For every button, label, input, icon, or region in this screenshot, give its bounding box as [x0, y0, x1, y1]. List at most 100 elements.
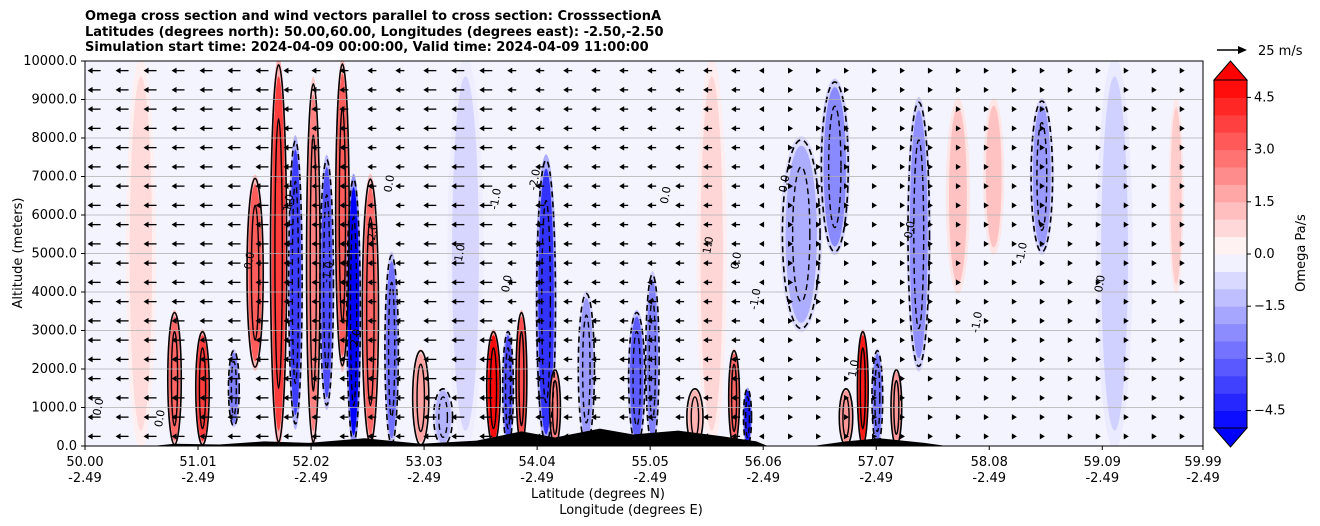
- wind-vector-head: [1179, 221, 1185, 228]
- wind-vector-head: [227, 202, 233, 209]
- wind-vector-head: [1123, 298, 1129, 305]
- wind-vector-head: [983, 375, 989, 382]
- colorbar-level: [1214, 393, 1247, 412]
- wind-vector-head: [283, 337, 289, 344]
- wind-vector-head: [283, 279, 289, 286]
- wind-vector-head: [171, 260, 177, 267]
- wind-vector-head: [535, 356, 541, 363]
- wind-vector-head: [591, 183, 597, 190]
- wind-vector-head: [591, 125, 597, 132]
- wind-vector-head: [87, 279, 93, 286]
- omega-feature: [196, 335, 209, 442]
- colorbar-level: [1214, 132, 1247, 151]
- chart-title: Omega cross section and wind vectors par…: [85, 9, 664, 56]
- wind-vector-head: [395, 260, 401, 267]
- wind-vector-head: [788, 163, 794, 170]
- wind-vector-head: [816, 298, 822, 305]
- colorbar-tick-label: 3.0: [1254, 143, 1275, 158]
- wind-vector-head: [1039, 317, 1045, 324]
- wind-vector-head: [563, 317, 569, 324]
- wind-vector-head: [283, 298, 289, 305]
- wind-vector-head: [647, 67, 653, 74]
- x-axis-label-lat: Latitude (degrees N): [531, 487, 665, 502]
- wind-vector-head: [619, 144, 625, 151]
- wind-vector-head: [311, 279, 317, 286]
- wind-vector-head: [311, 337, 317, 344]
- wind-vector-head: [283, 202, 289, 209]
- wind-vector-head: [143, 183, 149, 190]
- wind-vector-head: [844, 356, 850, 363]
- wind-vector-head: [871, 106, 877, 113]
- wind-vector-head: [1095, 279, 1101, 286]
- colorbar-level: [1214, 358, 1247, 377]
- wind-vector-head: [311, 433, 317, 440]
- wind-vector-head: [535, 317, 541, 324]
- wind-vector-head: [283, 240, 289, 247]
- wind-vector-head: [844, 414, 850, 421]
- wind-vector-head: [1039, 125, 1045, 132]
- wind-vector-head: [1067, 260, 1073, 267]
- wind-vector-head: [703, 125, 709, 132]
- wind-vector-head: [227, 356, 233, 363]
- wind-vector-head: [507, 67, 513, 74]
- wind-vector-head: [339, 67, 345, 74]
- wind-vector-head: [367, 125, 373, 132]
- wind-vector-head: [199, 202, 205, 209]
- contour-label: 1.0: [700, 235, 716, 254]
- wind-vector-head: [1095, 394, 1101, 401]
- wind-vector-head: [143, 394, 149, 401]
- wind-vector-head: [1151, 298, 1157, 305]
- wind-vector-head: [1067, 317, 1073, 324]
- wind-vector-head: [479, 106, 485, 113]
- wind-vector-head: [87, 125, 93, 132]
- wind-vector-head: [788, 394, 794, 401]
- wind-vector-head: [1123, 260, 1129, 267]
- wind-vector-head: [367, 202, 373, 209]
- wind-vector-head: [311, 202, 317, 209]
- wind-vector-head: [647, 279, 653, 286]
- wind-vector-head: [731, 414, 737, 421]
- wind-vector-head: [1123, 183, 1129, 190]
- wind-vector-head: [339, 356, 345, 363]
- y-tick-label: 9000.0: [32, 93, 78, 108]
- wind-vector-head: [115, 202, 121, 209]
- wind-vector-head: [1123, 86, 1129, 93]
- wind-vector-head: [563, 375, 569, 382]
- wind-vectors: [87, 67, 1185, 440]
- wind-vector-head: [1151, 183, 1157, 190]
- wind-vector-head: [507, 375, 513, 382]
- wind-vector-head: [1123, 106, 1129, 113]
- wind-vector-head: [1123, 144, 1129, 151]
- contour-label: 0.0: [728, 251, 744, 270]
- x-tick-label-lon: -2.49: [746, 471, 780, 486]
- wind-vector-head: [423, 414, 429, 421]
- wind-vector-head: [423, 125, 429, 132]
- wind-vector-head: [1011, 144, 1017, 151]
- wind-vector-head: [339, 202, 345, 209]
- wind-vector-head: [423, 163, 429, 170]
- wind-vector-head: [339, 317, 345, 324]
- wind-vector-head: [759, 86, 765, 93]
- wind-vector-head: [703, 260, 709, 267]
- wind-vector-head: [983, 356, 989, 363]
- wind-vector-head: [899, 183, 905, 190]
- wind-vector-head: [1123, 67, 1129, 74]
- wind-vector-head: [1095, 202, 1101, 209]
- colorbar-level: [1214, 97, 1247, 116]
- wind-vector-head: [535, 163, 541, 170]
- wind-vector-head: [955, 106, 961, 113]
- wind-vector-head: [1095, 86, 1101, 93]
- wind-vector-head: [507, 356, 513, 363]
- wind-vector-head: [955, 279, 961, 286]
- title-line-1: Omega cross section and wind vectors par…: [85, 9, 662, 24]
- wind-vector-head: [675, 144, 681, 151]
- wind-vector-head: [227, 240, 233, 247]
- wind-vector-head: [115, 394, 121, 401]
- wind-vector-head: [87, 144, 93, 151]
- y-tick-label: 6000.0: [32, 208, 78, 223]
- wind-vector-head: [283, 125, 289, 132]
- wind-vector-head: [788, 67, 794, 74]
- wind-vector-head: [1067, 240, 1073, 247]
- omega-contour: [871, 349, 884, 446]
- wind-vector-head: [171, 279, 177, 286]
